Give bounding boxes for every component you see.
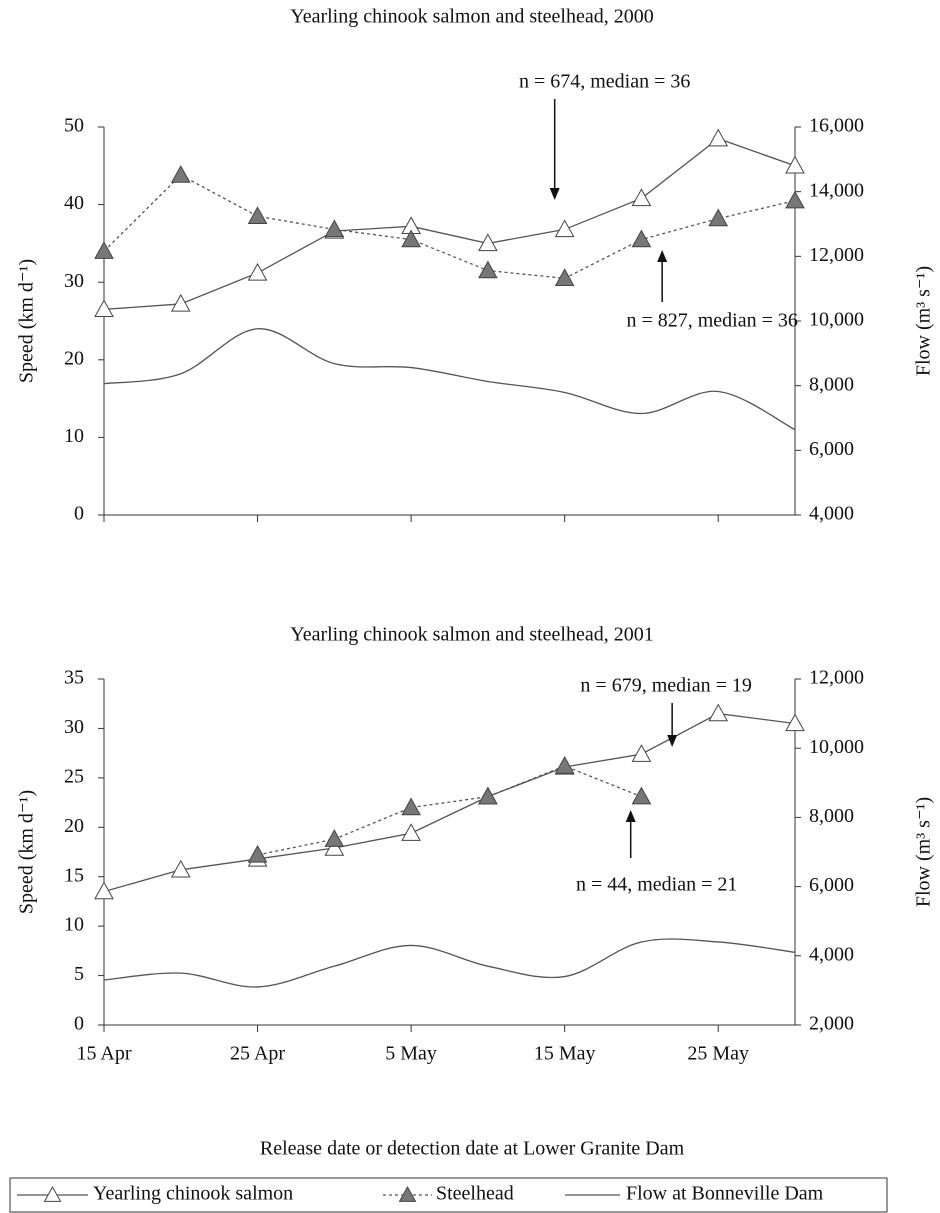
y-tick-label: 10 [64,425,84,447]
y2-tick-label: 8,000 [809,373,854,395]
series-line [103,938,796,988]
legend-marker [398,1185,417,1202]
y2-tick-label: 2,000 [809,1013,854,1035]
y-tick-label: 50 [64,115,84,137]
data-point [170,859,191,878]
chart-title: Yearling chinook salmon and steelhead, 2… [290,624,653,646]
data-point [478,233,498,252]
y-axis-label: Speed (km d⁻¹) [16,259,38,383]
data-point [785,190,805,209]
y-tick-label: 20 [64,815,84,837]
data-point [94,881,114,900]
data-point [708,703,729,722]
data-point [785,713,805,732]
legend-label: Flow at Bonneville Dam [626,1183,824,1205]
y-tick-label: 25 [64,765,84,787]
series-line [257,765,642,856]
data-point [708,208,729,227]
y-tick-label: 0 [74,1013,84,1035]
data-point [631,229,652,248]
y2-tick-label: 12,000 [809,667,864,689]
data-point [401,229,421,248]
data-point [401,797,421,816]
annotation: n = 674, median = 36 [519,71,690,93]
legend-label: Yearling chinook salmon [93,1183,293,1205]
y2-axis-label: Flow (m³ s⁻¹) [913,266,935,376]
data-point [170,165,191,183]
arrow-head [657,250,668,262]
series-line [103,137,796,311]
y-tick-label: 10 [64,914,84,936]
y2-tick-label: 8,000 [809,805,854,827]
y-tick-label: 20 [64,347,84,369]
legend-marker [43,1185,62,1202]
y2-tick-label: 4,000 [809,943,854,965]
data-point [247,262,268,281]
data-point [631,786,652,805]
y2-tick-label: 14,000 [809,179,864,201]
data-point [324,838,345,856]
data-point [324,219,345,238]
data-point [94,299,114,318]
y-tick-label: 0 [74,503,84,525]
data-point [94,241,114,259]
data-point [247,206,268,224]
data-point [631,744,652,762]
chart-title: Yearling chinook salmon and steelhead, 2… [290,6,653,28]
series-line [103,328,796,431]
arrow-head [549,188,560,200]
data-point [554,755,575,774]
data-point [478,260,498,279]
series-line [103,174,796,279]
y-tick-label: 5 [74,963,84,985]
data-point [554,219,575,238]
legend-box [9,1177,888,1213]
y-tick-label: 15 [64,864,84,886]
x-tick-label: 5 May [385,1043,437,1065]
data-point [247,844,268,863]
data-point [170,293,191,312]
data-point [554,268,575,287]
y2-tick-label: 16,000 [809,115,864,137]
data-point [785,155,805,174]
y-tick-label: 30 [64,270,84,292]
y2-tick-label: 6,000 [809,874,854,896]
x-tick-label: 25 Apr [230,1043,285,1065]
x-tick-label: 15 Apr [77,1043,132,1065]
data-point [631,188,652,207]
y2-tick-label: 4,000 [809,503,854,525]
y2-tick-label: 10,000 [809,309,864,331]
x-axis-label: Release date or detection date at Lower … [260,1138,685,1160]
arrow-head [625,810,636,822]
legend-label: Steelhead [436,1183,514,1205]
y-tick-label: 40 [64,192,84,214]
x-tick-label: 15 May [534,1043,596,1065]
y2-tick-label: 6,000 [809,438,854,460]
data-point [401,823,421,841]
y-tick-label: 35 [64,667,84,689]
data-point [708,128,729,147]
annotation: n = 827, median = 36 [626,310,797,332]
data-point [478,786,498,805]
series-line [103,712,796,893]
annotation: n = 679, median = 19 [580,675,751,697]
y2-tick-label: 12,000 [809,244,864,266]
data-point [324,829,345,847]
x-tick-label: 25 May [687,1043,749,1065]
y-axis-label: Speed (km d⁻¹) [16,790,38,914]
y2-tick-label: 10,000 [809,736,864,758]
y2-axis-label: Flow (m³ s⁻¹) [913,797,935,907]
annotation: n = 44, median = 21 [576,874,737,896]
y-tick-label: 30 [64,716,84,738]
arrow-head [667,735,678,747]
